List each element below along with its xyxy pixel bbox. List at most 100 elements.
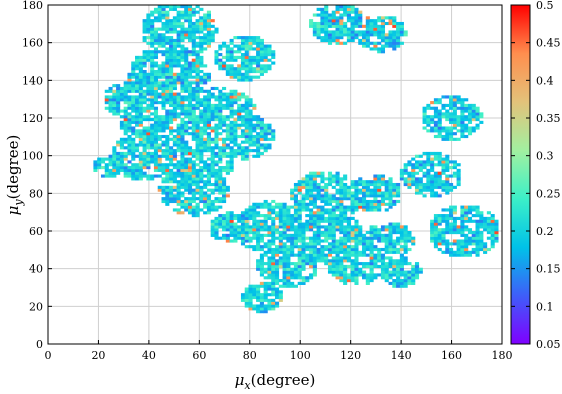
heatmap-cell (123, 171, 128, 175)
heatmap-cell (222, 199, 227, 204)
heatmap-cell (138, 129, 143, 133)
heatmap-cell (206, 75, 211, 79)
heatmap-cell (222, 222, 227, 226)
heatmap-cell (433, 163, 438, 167)
heatmap-cell (263, 132, 268, 136)
heatmap-cell (146, 157, 151, 161)
heatmap-cell (203, 137, 208, 141)
heatmap-cell (184, 58, 189, 62)
heatmap-cell (169, 86, 174, 91)
heatmap-cell (237, 149, 242, 153)
y-axis-unit: (degree) (4, 135, 22, 200)
heatmap-cell (161, 10, 166, 14)
heatmap-cell (191, 132, 196, 136)
heatmap-cell (331, 250, 336, 254)
heatmap-cell (222, 166, 227, 170)
heatmap-cell (339, 245, 344, 249)
heatmap-cell (301, 267, 306, 271)
heatmap-cell (229, 134, 234, 139)
heatmap-cell (305, 202, 310, 206)
heatmap-cell (203, 33, 208, 37)
heatmap-cell (112, 154, 117, 158)
heatmap-cell (244, 245, 249, 249)
heatmap-cell (437, 219, 442, 223)
heatmap-cell (309, 222, 314, 226)
heatmap-cell (259, 72, 264, 76)
heatmap-cell (157, 149, 162, 153)
heatmap-cell (191, 67, 196, 71)
heatmap-cell (108, 174, 113, 178)
heatmap-cell (441, 236, 446, 240)
heatmap-cell (358, 182, 363, 187)
heatmap-cell (331, 208, 336, 212)
heatmap-cell (240, 295, 246, 300)
heatmap-cell (161, 84, 166, 88)
heatmap-cell (142, 171, 147, 175)
heatmap-cell (327, 202, 333, 206)
heatmap-cell (388, 245, 393, 249)
heatmap-cell (169, 157, 174, 161)
heatmap-cell (471, 109, 476, 113)
heatmap-cell (358, 239, 363, 243)
heatmap-cell (123, 123, 128, 127)
heatmap-cell (263, 143, 268, 147)
heatmap-cell (312, 30, 317, 34)
heatmap-cell (229, 92, 234, 96)
heatmap-cell (335, 177, 340, 181)
heatmap-cell (365, 27, 370, 31)
heatmap-cell (240, 231, 246, 235)
heatmap-cell (369, 27, 374, 31)
heatmap-cell (471, 103, 476, 107)
heatmap-cell (271, 231, 276, 235)
heatmap-cell (157, 92, 162, 96)
heatmap-cell (320, 253, 325, 257)
heatmap-cell (377, 174, 382, 178)
heatmap-cell (365, 273, 370, 277)
heatmap-cell (335, 41, 340, 45)
heatmap-cell (331, 222, 336, 226)
heatmap-cell (275, 216, 280, 220)
heatmap-cell (377, 199, 382, 204)
heatmap-cell (180, 50, 185, 54)
heatmap-cell (335, 10, 340, 14)
heatmap-cell (153, 112, 159, 116)
heatmap-cell (445, 134, 450, 139)
heatmap-cell (392, 250, 397, 254)
heatmap-cell (490, 233, 495, 237)
heatmap-cell (293, 197, 298, 201)
heatmap-cell (157, 81, 162, 85)
heatmap-cell (244, 67, 249, 71)
heatmap-cell (146, 106, 151, 110)
heatmap-cell (297, 233, 302, 237)
heatmap-cell (373, 208, 378, 212)
heatmap-cell (165, 81, 170, 85)
heatmap-cell (316, 242, 321, 246)
heatmap-cell (271, 253, 276, 257)
heatmap-cell (305, 259, 310, 263)
heatmap-cell (335, 33, 340, 37)
heatmap-cell (165, 16, 170, 20)
heatmap-cell (135, 58, 140, 62)
heatmap-cell (327, 222, 333, 226)
heatmap-cell (365, 41, 370, 45)
heatmap-cell (362, 270, 367, 274)
heatmap-cell (384, 247, 389, 252)
heatmap-cell (312, 222, 317, 226)
heatmap-cell (233, 58, 238, 62)
heatmap-cell (426, 151, 431, 156)
heatmap-cell (138, 154, 143, 158)
heatmap-cell (150, 101, 155, 105)
heatmap-cell (256, 262, 261, 266)
heatmap-cell (150, 134, 155, 139)
heatmap-cell (119, 115, 124, 119)
heatmap-cell (157, 174, 162, 178)
heatmap-cell (218, 222, 223, 226)
heatmap-cell (142, 101, 147, 105)
heatmap-cell (449, 222, 454, 226)
heatmap-cell (407, 239, 412, 243)
heatmap-cell (259, 146, 264, 150)
heatmap-cell (452, 132, 457, 136)
heatmap-cell (327, 267, 333, 271)
heatmap-cell (131, 143, 136, 147)
heatmap-cell (210, 205, 215, 209)
